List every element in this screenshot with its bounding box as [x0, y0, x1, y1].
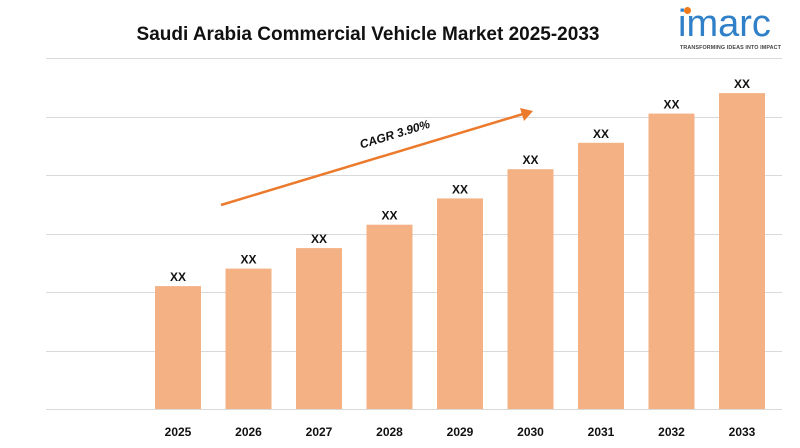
x-tick-label: 2030	[517, 425, 544, 439]
x-tick-label: 2025	[165, 425, 192, 439]
imarc-logo: imarc TRANSFORMING IDEAS INTO IMPACT	[676, 2, 788, 58]
bars	[155, 93, 765, 410]
x-tick-label: 2033	[729, 425, 756, 439]
data-label: XX	[452, 182, 468, 196]
x-tick-label: 2029	[447, 425, 474, 439]
bar-2033	[719, 93, 765, 409]
data-labels: XX XX XX XX XX XX XX XX XX	[170, 77, 750, 284]
bar-2031	[578, 142, 624, 410]
data-label: XX	[381, 209, 397, 223]
logo-tagline: TRANSFORMING IDEAS INTO IMPACT	[680, 45, 782, 51]
data-label: XX	[170, 270, 186, 284]
bar-2030	[507, 169, 554, 409]
x-tick-label: 2032	[658, 425, 685, 439]
bar-2028	[366, 224, 413, 409]
x-tick-label: 2031	[588, 425, 615, 439]
logo-wordmark: imarc	[678, 3, 771, 45]
cagr-arrow-head	[520, 108, 533, 121]
cagr-arrow	[220, 112, 524, 207]
data-label: XX	[593, 127, 609, 141]
logo-dot	[684, 7, 691, 14]
cagr-annotation: CAGR 3.90%	[220, 108, 533, 207]
data-label: XX	[240, 253, 256, 267]
data-label: XX	[522, 153, 538, 167]
cagr-label: CAGR 3.90%	[358, 117, 432, 152]
bar-2032	[648, 113, 695, 409]
x-tick-label: 2027	[306, 425, 333, 439]
x-tick-label: 2026	[235, 425, 262, 439]
data-label: XX	[734, 77, 750, 91]
x-axis-ticks: 2025 2026 2027 2028 2029 2030 2031 2032 2033	[165, 425, 756, 439]
data-label: XX	[311, 232, 327, 246]
chart-title: Saudi Arabia Commercial Vehicle Market 2…	[136, 24, 600, 45]
bar-2027	[296, 248, 342, 409]
bar-2025	[155, 286, 201, 409]
bar-2029	[437, 198, 483, 409]
data-label: XX	[663, 98, 679, 112]
bar-2026	[225, 268, 272, 409]
x-tick-label: 2028	[376, 425, 403, 439]
